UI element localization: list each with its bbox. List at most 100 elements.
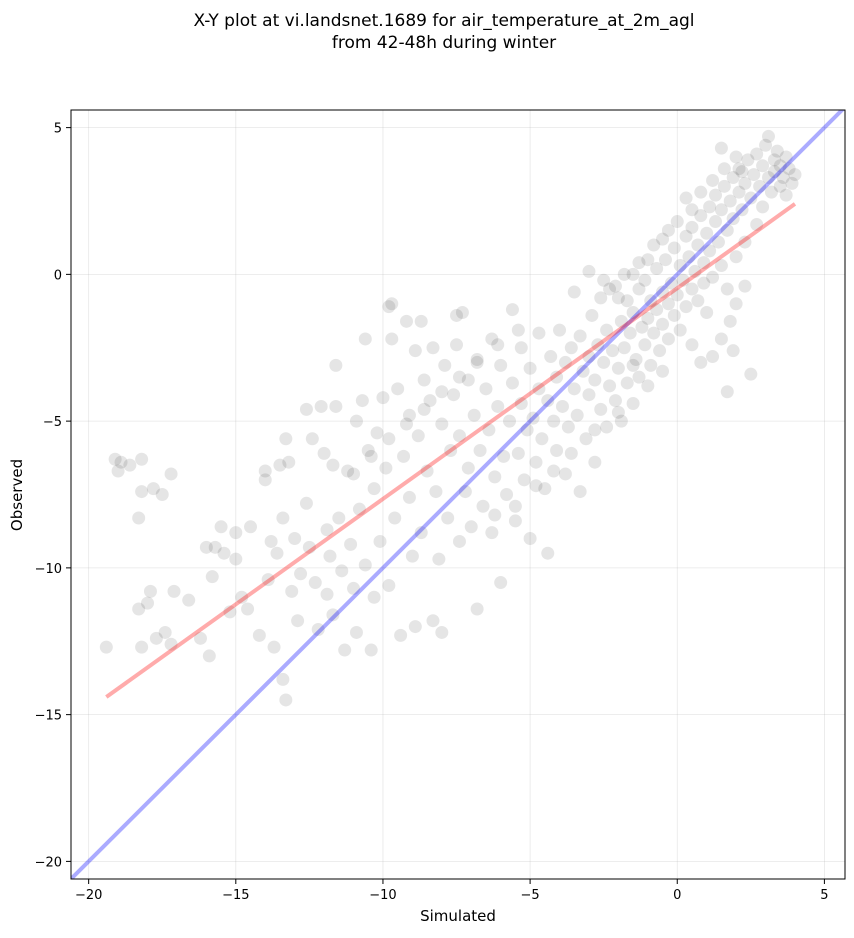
scatter-point [720,385,734,399]
scatter-point [594,402,608,416]
scatter-point [423,394,437,408]
scatter-point [538,482,552,496]
chart-title-line-1: X-Y plot at vi.landsnet.1689 for air_tem… [193,11,694,31]
scatter-point [679,229,693,243]
scatter-point [656,232,670,246]
scatter-point [779,188,793,202]
scatter-point [582,350,596,364]
scatter-point [291,614,305,628]
scatter-point [744,191,758,205]
scatter-point [767,153,781,167]
scatter-point [514,397,528,411]
scatter-point [711,235,725,249]
scatter-point [182,593,196,607]
scatter-point [532,326,546,340]
scatter-point [426,614,440,628]
scatter-point [726,171,740,185]
scatter-point [399,314,413,328]
scatter-point [626,267,640,281]
scatter-point [603,379,617,393]
scatter-point [455,306,469,320]
scatter-point [650,261,664,275]
y-tick-label: 0 [54,268,62,283]
scatter-point [276,511,290,525]
scatter-point [576,364,590,378]
scatter-point [685,220,699,234]
scatter-point [635,320,649,334]
scatter-point [461,373,475,387]
scatter-point [670,215,684,229]
scatter-point [579,432,593,446]
scatter-point [570,408,584,422]
scatter-point [385,297,399,311]
scatter-point [561,420,575,434]
scatter-point [408,344,422,358]
x-tick-label: −5 [521,888,540,903]
scatter-point [402,490,416,504]
scatter-point [485,526,499,540]
scatter-point [414,314,428,328]
scatter-point [750,147,764,161]
scatter-point [429,485,443,499]
scatter-point [594,291,608,305]
scatter-point [626,397,640,411]
scatter-point [326,458,340,472]
scatter-point [205,570,219,584]
scatter-point [744,367,758,381]
scatter-point [694,355,708,369]
scatter-point [764,185,778,199]
scatter-point [388,511,402,525]
scatter-point [338,643,352,657]
scatter-point [714,141,728,155]
scatter-point [729,297,743,311]
scatter-point [379,461,393,475]
scatter-point [738,235,752,249]
x-tick-label: −15 [222,888,249,903]
scatter-point [573,329,587,343]
scatter-point [508,499,522,513]
scatter-point [217,546,231,560]
scatter-point [391,382,405,396]
scatter-point [108,452,122,466]
scatter-point [644,294,658,308]
scatter-point [735,165,749,179]
scatter-point [567,285,581,299]
scatter-point [470,602,484,616]
scatter-point [305,432,319,446]
scatter-point [450,308,464,322]
scatter-point [355,394,369,408]
scatter-point [709,215,723,229]
scatter-point [544,350,558,364]
scatter-point [143,584,157,598]
scatter-point [358,558,372,572]
scatter-point [706,350,720,364]
scatter-point [432,552,446,566]
scatter-point [703,200,717,214]
scatter-point [426,341,440,355]
scatter-point [667,241,681,255]
scatter-point [679,300,693,314]
scatter-point [135,485,149,499]
scatter-point [302,540,316,554]
scatter-point [641,253,655,267]
scatter-point [358,332,372,346]
scatter-point [670,288,684,302]
scatter-point [535,432,549,446]
scatter-point [476,499,490,513]
chart-title-line-2: from 42-48h during winter [332,33,556,53]
scatter-point [567,382,581,396]
scatter-point [738,176,752,190]
scatter-point [591,338,605,352]
scatter-point [553,323,567,337]
scatter-point [679,191,693,205]
scatter-point [626,358,640,372]
scatter-point [491,338,505,352]
scatter-point [511,323,525,337]
scatter-point [782,162,796,176]
scatter-point [132,602,146,616]
reference-lines [71,110,845,879]
scatter-point [720,282,734,296]
scatter-point [588,455,602,469]
scatter-point [647,326,661,340]
